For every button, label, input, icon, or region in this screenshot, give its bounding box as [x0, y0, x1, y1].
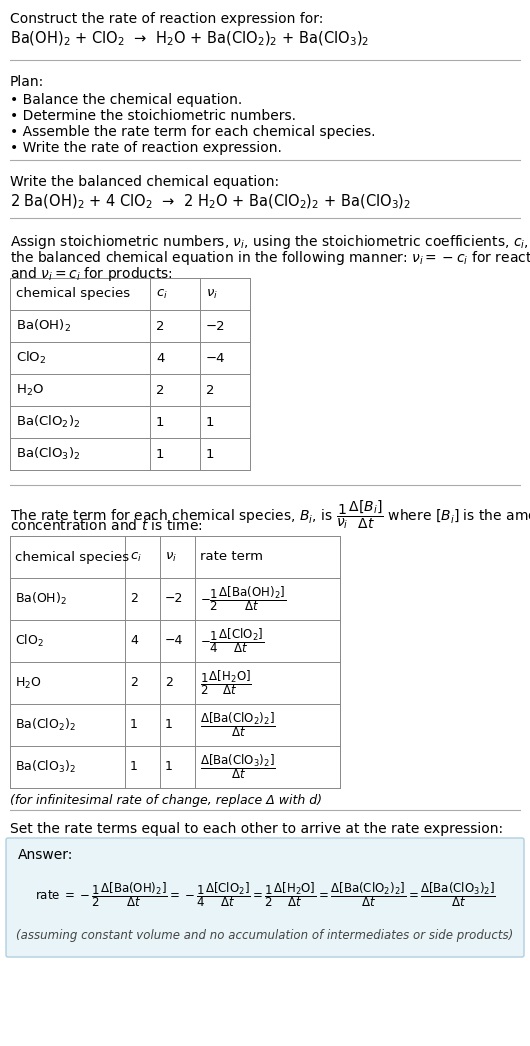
Text: • Determine the stoichiometric numbers.: • Determine the stoichiometric numbers. — [10, 109, 296, 123]
Text: the balanced chemical equation in the following manner: $\nu_i = -c_i$ for react: the balanced chemical equation in the fo… — [10, 249, 530, 267]
Text: Assign stoichiometric numbers, $\nu_i$, using the stoichiometric coefficients, $: Assign stoichiometric numbers, $\nu_i$, … — [10, 233, 530, 251]
Text: Set the rate terms equal to each other to arrive at the rate expression:: Set the rate terms equal to each other t… — [10, 822, 503, 836]
Text: 1: 1 — [156, 415, 164, 429]
Text: H$_2$O: H$_2$O — [15, 676, 41, 690]
Text: Construct the rate of reaction expression for:: Construct the rate of reaction expressio… — [10, 12, 323, 26]
Text: 2: 2 — [156, 384, 164, 396]
Text: $-\dfrac{1}{2}\dfrac{\Delta[\mathrm{Ba(OH)_2}]}{\Delta t}$: $-\dfrac{1}{2}\dfrac{\Delta[\mathrm{Ba(O… — [200, 585, 286, 613]
Text: 4: 4 — [156, 351, 164, 364]
Text: 2: 2 — [130, 592, 138, 606]
Text: Ba(ClO$_3$)$_2$: Ba(ClO$_3$)$_2$ — [16, 446, 81, 462]
Text: 2 Ba(OH)$_2$ + 4 ClO$_2$  →  2 H$_2$O + Ba(ClO$_2$)$_2$ + Ba(ClO$_3$)$_2$: 2 Ba(OH)$_2$ + 4 ClO$_2$ → 2 H$_2$O + Ba… — [10, 194, 411, 211]
Text: 1: 1 — [165, 760, 173, 773]
Text: The rate term for each chemical species, $B_i$, is $\dfrac{1}{\nu_i}\dfrac{\Delt: The rate term for each chemical species,… — [10, 498, 530, 530]
Text: $\dfrac{\Delta[\mathrm{Ba(ClO_2)_2}]}{\Delta t}$: $\dfrac{\Delta[\mathrm{Ba(ClO_2)_2}]}{\D… — [200, 710, 276, 740]
Text: Ba(OH)$_2$: Ba(OH)$_2$ — [16, 318, 71, 334]
Text: • Balance the chemical equation.: • Balance the chemical equation. — [10, 93, 242, 107]
Text: • Assemble the rate term for each chemical species.: • Assemble the rate term for each chemic… — [10, 126, 375, 139]
Text: 2: 2 — [206, 384, 215, 396]
Text: rate $= -\dfrac{1}{2}\dfrac{\Delta[\mathrm{Ba(OH)_2}]}{\Delta t} = -\dfrac{1}{4}: rate $= -\dfrac{1}{2}\dfrac{\Delta[\math… — [34, 881, 496, 909]
Text: Ba(ClO$_2$)$_2$: Ba(ClO$_2$)$_2$ — [15, 717, 76, 733]
Text: concentration and $t$ is time:: concentration and $t$ is time: — [10, 518, 202, 533]
Text: (for infinitesimal rate of change, replace Δ with d): (for infinitesimal rate of change, repla… — [10, 794, 322, 808]
FancyBboxPatch shape — [6, 838, 524, 957]
Text: H$_2$O: H$_2$O — [16, 383, 44, 397]
Text: ClO$_2$: ClO$_2$ — [15, 633, 44, 650]
Text: 1: 1 — [165, 719, 173, 731]
Text: 1: 1 — [206, 415, 215, 429]
Text: ClO$_2$: ClO$_2$ — [16, 350, 47, 366]
Text: Ba(OH)$_2$: Ba(OH)$_2$ — [15, 591, 67, 607]
Text: chemical species: chemical species — [16, 288, 130, 300]
Text: and $\nu_i = c_i$ for products:: and $\nu_i = c_i$ for products: — [10, 265, 173, 283]
Text: −2: −2 — [206, 319, 226, 333]
Text: chemical species: chemical species — [15, 550, 129, 564]
Text: $\dfrac{1}{2}\dfrac{\Delta[\mathrm{H_2O}]}{\Delta t}$: $\dfrac{1}{2}\dfrac{\Delta[\mathrm{H_2O}… — [200, 668, 252, 698]
Text: rate term: rate term — [200, 550, 263, 564]
Text: 2: 2 — [130, 677, 138, 689]
Text: 2: 2 — [156, 319, 164, 333]
Text: $c_i$: $c_i$ — [130, 550, 142, 564]
Text: 4: 4 — [130, 635, 138, 647]
Text: 1: 1 — [206, 448, 215, 460]
Text: $-\dfrac{1}{4}\dfrac{\Delta[\mathrm{ClO_2}]}{\Delta t}$: $-\dfrac{1}{4}\dfrac{\Delta[\mathrm{ClO_… — [200, 627, 264, 656]
Text: $c_i$: $c_i$ — [156, 288, 168, 300]
Text: 1: 1 — [156, 448, 164, 460]
Text: (assuming constant volume and no accumulation of intermediates or side products): (assuming constant volume and no accumul… — [16, 929, 514, 941]
Text: Answer:: Answer: — [18, 848, 73, 862]
Text: $\nu_i$: $\nu_i$ — [206, 288, 218, 300]
Text: −2: −2 — [165, 592, 183, 606]
Text: Plan:: Plan: — [10, 75, 44, 89]
Text: • Write the rate of reaction expression.: • Write the rate of reaction expression. — [10, 141, 282, 155]
Text: 1: 1 — [130, 760, 138, 773]
Text: Ba(ClO$_2$)$_2$: Ba(ClO$_2$)$_2$ — [16, 414, 81, 430]
Text: $\dfrac{\Delta[\mathrm{Ba(ClO_3)_2}]}{\Delta t}$: $\dfrac{\Delta[\mathrm{Ba(ClO_3)_2}]}{\D… — [200, 753, 276, 781]
Text: Ba(OH)$_2$ + ClO$_2$  →  H$_2$O + Ba(ClO$_2$)$_2$ + Ba(ClO$_3$)$_2$: Ba(OH)$_2$ + ClO$_2$ → H$_2$O + Ba(ClO$_… — [10, 30, 369, 48]
Text: −4: −4 — [165, 635, 183, 647]
Text: −4: −4 — [206, 351, 225, 364]
Text: Write the balanced chemical equation:: Write the balanced chemical equation: — [10, 175, 279, 189]
Text: 2: 2 — [165, 677, 173, 689]
Text: 1: 1 — [130, 719, 138, 731]
Text: Ba(ClO$_3$)$_2$: Ba(ClO$_3$)$_2$ — [15, 759, 76, 775]
Text: $\nu_i$: $\nu_i$ — [165, 550, 177, 564]
